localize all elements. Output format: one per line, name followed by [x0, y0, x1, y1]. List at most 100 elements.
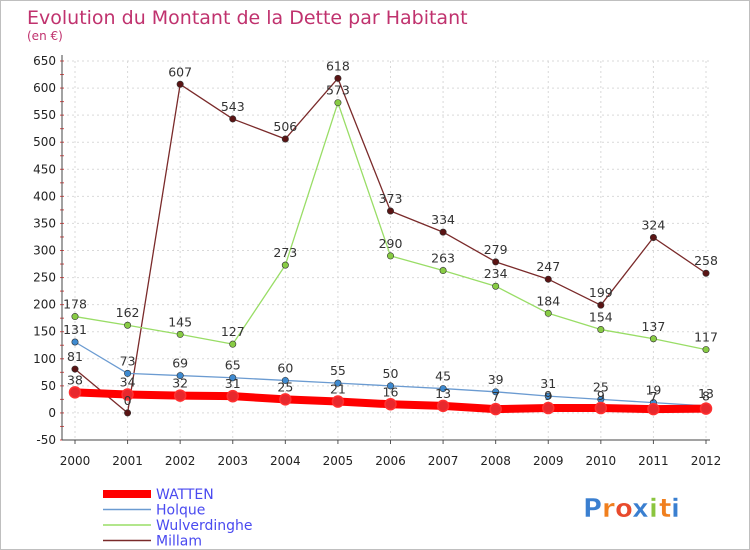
x-tick-label: 2001	[112, 454, 143, 468]
data-label-millam: 607	[168, 64, 192, 79]
data-point-wulverdinghe	[597, 326, 605, 334]
data-point-wulverdinghe	[124, 321, 132, 329]
data-point-wulverdinghe	[229, 340, 237, 348]
data-point-wulverdinghe	[649, 335, 657, 343]
data-label-wulverdinghe: 154	[589, 310, 613, 325]
data-label-watten: 7	[492, 389, 500, 404]
data-point-watten	[436, 399, 450, 413]
data-point-millam	[124, 409, 132, 417]
data-point-wulverdinghe	[176, 330, 184, 338]
logo-letter: i	[649, 494, 658, 524]
data-label-watten: 34	[120, 375, 136, 390]
data-label-holque: 39	[488, 372, 504, 387]
legend-label-watten: WATTEN	[156, 487, 214, 503]
data-point-watten	[121, 388, 134, 401]
data-label-watten: 21	[330, 382, 346, 397]
y-tick-label: 150	[33, 325, 56, 339]
data-label-holque: 131	[63, 322, 87, 337]
data-label-millam: 247	[536, 259, 560, 274]
legend-label-holque: Holque	[156, 503, 205, 519]
data-point-wulverdinghe	[439, 267, 447, 275]
data-point-millam	[439, 228, 447, 236]
data-point-watten	[542, 401, 555, 415]
y-tick-label: 0	[48, 406, 56, 420]
y-tick-label: 650	[33, 54, 56, 68]
data-point-watten	[226, 389, 239, 403]
data-point-watten	[279, 393, 292, 406]
x-tick-label: 2006	[375, 454, 406, 468]
data-point-holque	[176, 372, 184, 380]
logo-letter: o	[615, 494, 633, 524]
data-label-wulverdinghe: 184	[536, 293, 560, 308]
data-point-holque	[71, 338, 79, 346]
data-point-millam	[176, 80, 184, 88]
data-point-millam	[334, 74, 342, 82]
x-tick-label: 2003	[217, 454, 248, 468]
x-tick-label: 2010	[586, 454, 617, 468]
data-label-wulverdinghe: 234	[484, 266, 508, 281]
x-tick-label: 2008	[480, 454, 511, 468]
data-label-millam: 506	[273, 119, 297, 134]
data-label-watten: 25	[277, 379, 293, 394]
data-label-millam: 334	[431, 212, 455, 227]
y-tick-label: 550	[33, 108, 56, 122]
y-tick-label: 350	[33, 216, 56, 230]
data-point-watten	[647, 402, 660, 416]
data-point-millam	[702, 269, 710, 277]
x-tick-label: 2002	[165, 454, 196, 468]
data-point-watten	[68, 386, 82, 399]
y-tick-label: 50	[41, 379, 56, 393]
data-point-millam	[597, 301, 605, 309]
data-point-millam	[281, 135, 289, 143]
logo-letter: x	[632, 494, 649, 524]
data-label-watten: 9	[544, 388, 552, 403]
series-lines	[68, 74, 713, 417]
data-label-holque: 45	[435, 369, 451, 384]
data-label-watten: 32	[172, 376, 188, 391]
data-label-wulverdinghe: 162	[116, 305, 140, 320]
x-tick-label: 2007	[428, 454, 459, 468]
data-point-watten	[384, 398, 397, 411]
data-point-holque	[334, 379, 342, 387]
x-tick-label: 2005	[323, 454, 354, 468]
data-label-holque: 25	[593, 379, 609, 394]
data-label-watten: 7	[649, 389, 657, 404]
x-tick-label: 2004	[270, 454, 301, 468]
data-label-wulverdinghe: 178	[63, 297, 87, 312]
chart-title: Evolution du Montant de la Dette par Hab…	[27, 7, 468, 29]
data-point-watten	[489, 402, 502, 416]
data-label-millam: 279	[484, 242, 508, 257]
data-point-wulverdinghe	[492, 282, 500, 290]
x-tick-label: 2000	[60, 454, 91, 468]
x-tick-label: 2011	[638, 454, 669, 468]
data-point-holque	[386, 382, 394, 390]
data-point-millam	[544, 275, 552, 283]
data-label-wulverdinghe: 127	[221, 324, 245, 339]
data-point-wulverdinghe	[71, 313, 79, 321]
data-label-watten: 16	[383, 384, 399, 399]
data-point-holque	[544, 392, 552, 400]
x-tick-label: 2009	[533, 454, 564, 468]
data-label-millam: 373	[379, 191, 403, 206]
legend-label-wulverdinghe: Wulverdinghe	[156, 518, 253, 534]
data-label-watten: 13	[435, 386, 451, 401]
data-label-holque: 55	[330, 363, 346, 378]
logo-letter: P	[583, 494, 602, 524]
y-tick-label: 500	[33, 135, 56, 149]
data-label-wulverdinghe: 290	[379, 236, 403, 251]
data-point-watten	[331, 395, 345, 408]
data-label-wulverdinghe: 145	[168, 314, 192, 329]
y-tick-label: 400	[33, 189, 56, 203]
data-label-holque: 73	[120, 353, 136, 368]
data-label-millam: 324	[641, 218, 665, 233]
legend-label-millam: Millam	[156, 534, 202, 550]
data-label-watten: 9	[597, 388, 605, 403]
data-label-wulverdinghe: 137	[641, 319, 665, 334]
y-tick-label: 200	[33, 298, 56, 312]
data-point-wulverdinghe	[334, 99, 342, 107]
y-tick-label: 100	[33, 352, 56, 366]
